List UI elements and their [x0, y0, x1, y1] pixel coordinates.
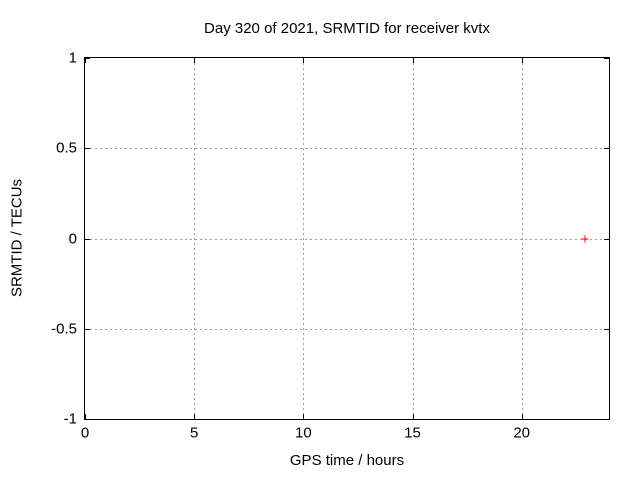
x-tick-mark-bottom — [521, 414, 523, 419]
x-tick-mark-top — [412, 58, 414, 63]
y-tick-label: 0 — [68, 230, 77, 247]
gridline-horizontal — [85, 238, 609, 240]
y-tick-mark-left — [85, 328, 90, 330]
x-tick-mark-bottom — [303, 414, 305, 419]
x-tick-label: 15 — [404, 424, 421, 442]
y-tick-mark-right — [604, 238, 609, 240]
y-tick-mark-right — [604, 328, 609, 330]
x-axis-label: GPS time / hours — [289, 452, 405, 469]
gridline-horizontal — [85, 148, 609, 150]
x-tick-mark-bottom — [412, 414, 414, 419]
x-tick-label: 0 — [80, 424, 90, 442]
x-tick-label: 20 — [513, 424, 530, 442]
y-tick-mark-left — [85, 419, 90, 420]
x-tick-label: 5 — [189, 424, 199, 442]
y-tick-mark-left — [85, 58, 90, 59]
plot-area — [84, 57, 610, 420]
x-tick-mark-bottom — [194, 414, 196, 419]
y-tick-label: -0.5 — [51, 320, 77, 338]
y-tick-mark-right — [604, 58, 609, 59]
x-tick-mark-top — [85, 58, 86, 63]
x-tick-mark-top — [521, 58, 523, 63]
y-tick-mark-right — [604, 148, 609, 150]
x-tick-mark-top — [303, 58, 305, 63]
data-point-marker — [581, 235, 589, 242]
chart-title: Day 320 of 2021, SRMTID for receiver kvt… — [204, 20, 490, 37]
x-tick-mark-top — [194, 58, 196, 63]
y-tick-label: 0.5 — [56, 139, 77, 157]
x-tick-mark-bottom — [85, 414, 86, 419]
y-tick-mark-left — [85, 148, 90, 150]
y-tick-label: 1 — [68, 49, 77, 67]
gridline-horizontal — [85, 328, 609, 330]
x-tick-label: 10 — [294, 424, 312, 442]
y-tick-label: -1 — [63, 410, 77, 428]
y-tick-mark-right — [604, 419, 609, 420]
y-tick-mark-left — [85, 238, 90, 240]
